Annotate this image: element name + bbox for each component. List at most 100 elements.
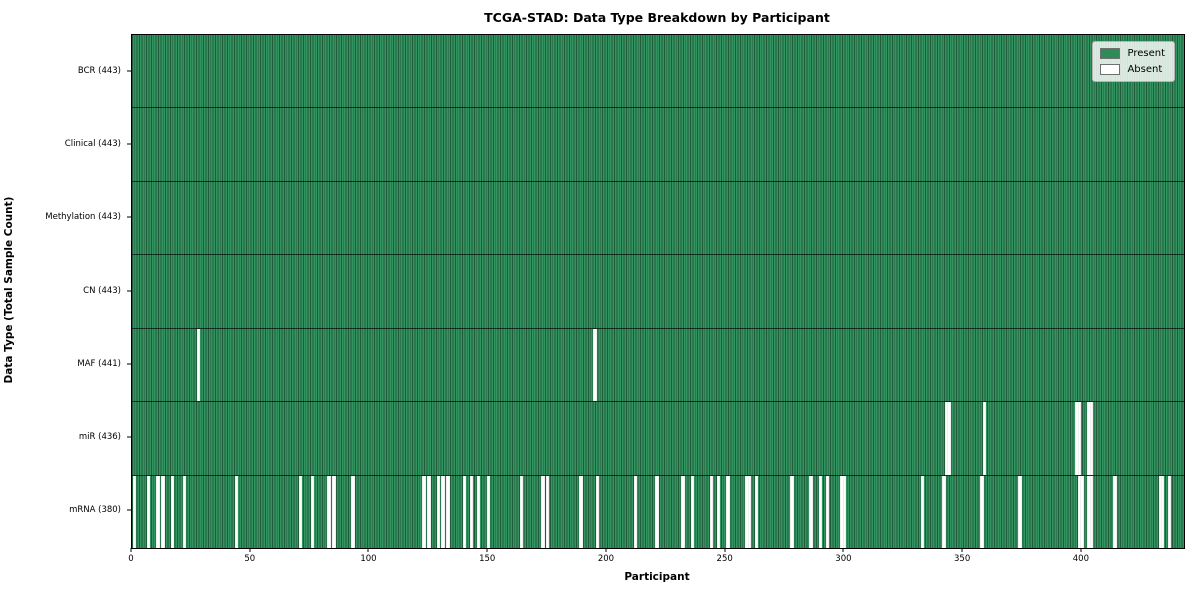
y-tick-mark — [127, 290, 131, 291]
absent-stripe — [944, 402, 949, 475]
absent-stripe — [327, 475, 331, 548]
absent-stripe — [921, 475, 925, 548]
absent-stripe — [132, 475, 137, 548]
absent-stripe — [1113, 475, 1117, 548]
y-tick-mark — [127, 70, 131, 72]
absent-stripe — [161, 475, 165, 548]
absent-stripe — [745, 475, 749, 548]
absent-stripe — [1160, 475, 1165, 548]
absent-stripe — [726, 475, 730, 548]
absent-stripe — [234, 475, 239, 548]
heatmap-row-mRNA — [132, 474, 1184, 548]
absent-stripe — [1168, 475, 1172, 548]
absent-stripe — [1087, 475, 1091, 548]
absent-stripe — [446, 475, 450, 548]
absent-stripe — [842, 475, 847, 548]
x-tick-label: 200 — [597, 554, 615, 564]
absent-stripe — [690, 475, 695, 548]
absent-stripe — [655, 475, 659, 548]
legend-label: Absent — [1127, 64, 1163, 75]
y-tick-label: BCR (443) — [77, 65, 121, 76]
y-tick-label: mRNA (380) — [69, 505, 121, 516]
absent-stripe — [146, 475, 151, 548]
absent-stripe — [818, 475, 823, 548]
x-tick-label: 0 — [128, 554, 134, 564]
absent-stripe — [716, 475, 721, 548]
chart-title: TCGA-STAD: Data Type Breakdown by Partic… — [484, 10, 830, 25]
absent-stripe — [1077, 475, 1082, 548]
absent-stripe — [809, 475, 813, 548]
legend-entry-absent: Absent — [1100, 64, 1165, 75]
heatmap-row-MAF — [132, 327, 1184, 402]
absent-stripe — [1087, 402, 1091, 475]
y-tick-label: CN (443) — [83, 285, 121, 296]
x-tick-mark — [605, 548, 607, 552]
x-tick-mark — [367, 548, 369, 552]
y-tick-label: Methylation (443) — [45, 212, 121, 223]
legend-label: Present — [1127, 48, 1165, 59]
absent-stripe — [1080, 475, 1084, 548]
absent-stripe — [519, 475, 524, 548]
y-tick-label: MAF (441) — [77, 358, 121, 369]
x-tick-label: 350 — [954, 554, 971, 564]
y-axis: BCR (443) Clinical (443) Methylation (443)… — [0, 34, 131, 547]
absent-stripe — [545, 475, 550, 548]
absent-stripe — [298, 475, 303, 548]
x-axis-title: Participant — [624, 571, 690, 583]
y-tick-mark — [127, 143, 131, 145]
absent-stripe — [469, 475, 474, 548]
absent-stripe — [1018, 475, 1022, 548]
absent-stripe — [462, 475, 467, 548]
absent-stripe — [980, 475, 984, 548]
absent-stripe — [1075, 402, 1079, 475]
absent-stripe — [156, 475, 160, 548]
legend-swatch-icon — [1100, 64, 1121, 75]
absent-stripe — [1089, 475, 1094, 548]
x-tick-mark — [842, 548, 844, 552]
x-tick-label: 300 — [835, 554, 852, 564]
x-tick-label: 150 — [479, 554, 496, 564]
absent-stripe — [486, 475, 490, 548]
absent-stripe — [790, 475, 794, 548]
y-tick-label: miR (436) — [78, 432, 121, 443]
absent-stripe — [1089, 402, 1094, 475]
x-tick-label: 400 — [1072, 554, 1089, 564]
y-tick-mark — [127, 436, 131, 438]
absent-stripe — [747, 475, 752, 548]
heatmap-row-Clinical — [132, 107, 1184, 181]
absent-stripe — [982, 402, 987, 475]
absent-stripe — [754, 475, 759, 548]
absent-stripe — [681, 475, 685, 548]
absent-stripe — [942, 475, 946, 548]
absent-stripe — [947, 402, 951, 475]
legend-swatch-icon — [1100, 48, 1121, 59]
x-tick-label: 100 — [360, 554, 377, 564]
heatmap-row-CN — [132, 254, 1184, 328]
absent-stripe — [196, 328, 201, 402]
y-tick-mark — [127, 509, 131, 511]
x-tick-mark — [724, 548, 726, 552]
plot-area: Present Absent — [131, 34, 1185, 549]
absent-stripe — [351, 475, 355, 548]
absent-stripe — [840, 475, 844, 548]
absent-stripe — [310, 475, 315, 548]
absent-stripe — [477, 475, 481, 548]
x-tick-label: 250 — [716, 554, 733, 564]
x-tick-mark — [961, 548, 963, 552]
absent-stripe — [595, 475, 600, 548]
heatmap-row-Methylation — [132, 180, 1184, 255]
legend-entry-present: Present — [1100, 48, 1165, 59]
absent-stripe — [441, 475, 445, 548]
x-tick-mark — [130, 548, 132, 552]
absent-stripe — [422, 475, 426, 548]
x-tick-mark — [1080, 548, 1082, 552]
heatmap-row-BCR — [132, 35, 1184, 108]
x-tick-label: 50 — [244, 554, 256, 564]
absent-stripe — [170, 475, 175, 548]
absent-stripe — [436, 475, 441, 548]
absent-stripe — [709, 475, 714, 548]
x-axis: 0 50 100 150 200 250 300 350 400 — [128, 547, 1183, 577]
legend: Present Absent — [1092, 41, 1175, 82]
absent-stripe — [633, 475, 638, 548]
